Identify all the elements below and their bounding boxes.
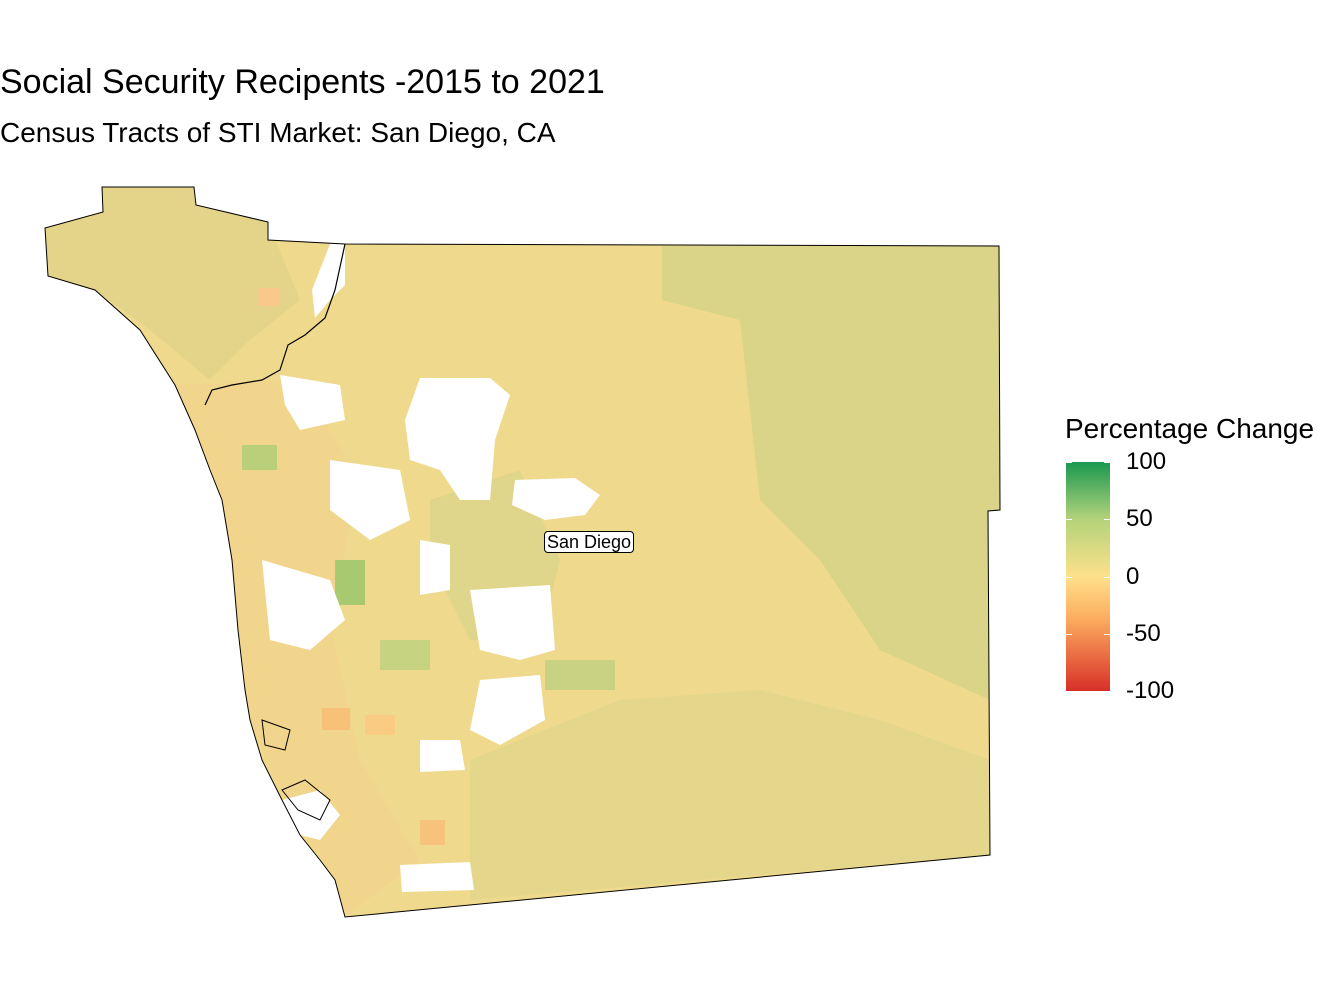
- tract-region-southeast: [470, 690, 990, 900]
- legend-tick-mark: [1104, 462, 1110, 463]
- tract-green: [335, 560, 365, 605]
- tract-green: [545, 660, 615, 690]
- map-subtitle: Census Tracts of STI Market: San Diego, …: [0, 117, 556, 148]
- tract-region-northwest: [45, 187, 300, 380]
- no-data-area: [400, 862, 474, 892]
- no-data-area: [420, 540, 450, 595]
- no-data-area: [330, 460, 410, 540]
- legend-tick-mark: [1066, 634, 1072, 635]
- legend-tick-mark: [1066, 462, 1072, 463]
- legend-tick-mark: [1104, 519, 1110, 520]
- no-data-area: [470, 585, 555, 660]
- tract-orange: [258, 288, 280, 306]
- tract-region-east: [662, 246, 1000, 700]
- legend-tick-mark: [1104, 691, 1110, 692]
- tract-region-coastal: [175, 380, 420, 917]
- no-data-area: [512, 478, 600, 520]
- legend-tick-label: -100: [1126, 677, 1175, 704]
- internal-boundary: [204, 243, 346, 406]
- legend-tick-mark: [1104, 577, 1110, 578]
- legend-tick-mark: [1104, 634, 1110, 635]
- legend-tick-label: 50: [1126, 505, 1153, 533]
- no-data-area: [405, 378, 510, 500]
- legend-tick-mark: [1066, 519, 1072, 520]
- bay-outline: [261, 719, 331, 821]
- legend-title: Percentage Change: [1065, 413, 1315, 444]
- legend-tick-label: 0: [1126, 562, 1140, 590]
- legend-tick-mark: [1066, 691, 1072, 692]
- no-data-area: [420, 740, 465, 772]
- no-data-area: [280, 375, 345, 430]
- legend-colorbar: [1066, 462, 1110, 691]
- legend-tick-label: 100: [1126, 448, 1167, 475]
- place-label-san-diego: San Diego: [544, 531, 635, 553]
- no-data-area: [262, 560, 345, 650]
- tract-orange: [322, 708, 350, 730]
- tract-orange: [365, 715, 395, 735]
- no-data-area: [312, 244, 345, 318]
- tract-green: [380, 640, 430, 670]
- map-title: Social Security Recipents -2015 to 2021: [0, 63, 605, 101]
- tract-orange: [420, 820, 445, 845]
- no-data-area: [470, 675, 545, 745]
- county-boundary: [44, 186, 1001, 918]
- legend-tick-mark: [1066, 577, 1072, 578]
- legend-tick-label: -50: [1126, 619, 1161, 647]
- tract-green: [242, 445, 277, 470]
